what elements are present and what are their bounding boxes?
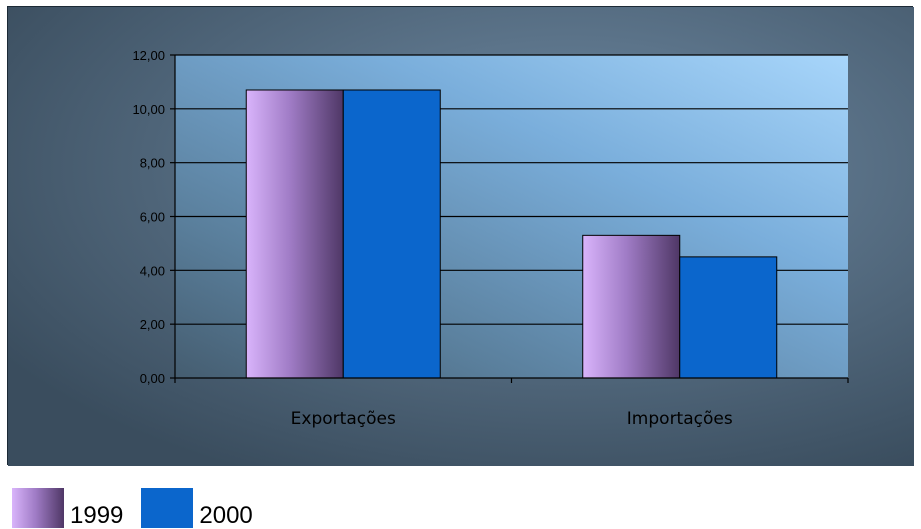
category-label: Importações: [627, 409, 733, 429]
y-tick-label: 6,00: [140, 210, 165, 225]
category-label: Exportações: [291, 409, 396, 429]
bar-chart: 0,00 2,00 4,00 6,00 8,00 10,00 12,00 Exportaçõe…: [8, 7, 914, 466]
axes: [170, 54, 849, 383]
legend-label-1999: 1999: [70, 502, 124, 529]
legend-swatch-1999: [12, 488, 64, 528]
y-tick-label: 4,00: [140, 263, 165, 278]
bar-1999-1: [582, 234, 681, 379]
legend-item-1999: 1999: [12, 488, 123, 528]
bar-1999-0: [245, 89, 344, 379]
bars: [245, 89, 778, 379]
y-tick-label: 10,00: [132, 102, 165, 117]
chart-frame: 0,00 2,00 4,00 6,00 8,00 10,00 12,00 Exportaçõe…: [7, 6, 914, 466]
legend-label-2000: 2000: [199, 502, 253, 529]
bar-2000-1: [679, 256, 778, 379]
axis-labels: 0,00 2,00 4,00 6,00 8,00 10,00 12,00 Exportaçõe…: [132, 48, 732, 429]
bar-2000-0: [342, 89, 441, 379]
y-tick-label: 8,00: [140, 156, 165, 171]
y-tick-label: 2,00: [140, 317, 165, 332]
y-tick-label: 0,00: [140, 371, 165, 386]
legend-item-2000: 2000: [141, 488, 253, 529]
legend-swatch-2000: [141, 488, 194, 528]
legend: 1999 2000: [12, 484, 271, 528]
y-tick-label: 12,00: [132, 48, 165, 63]
